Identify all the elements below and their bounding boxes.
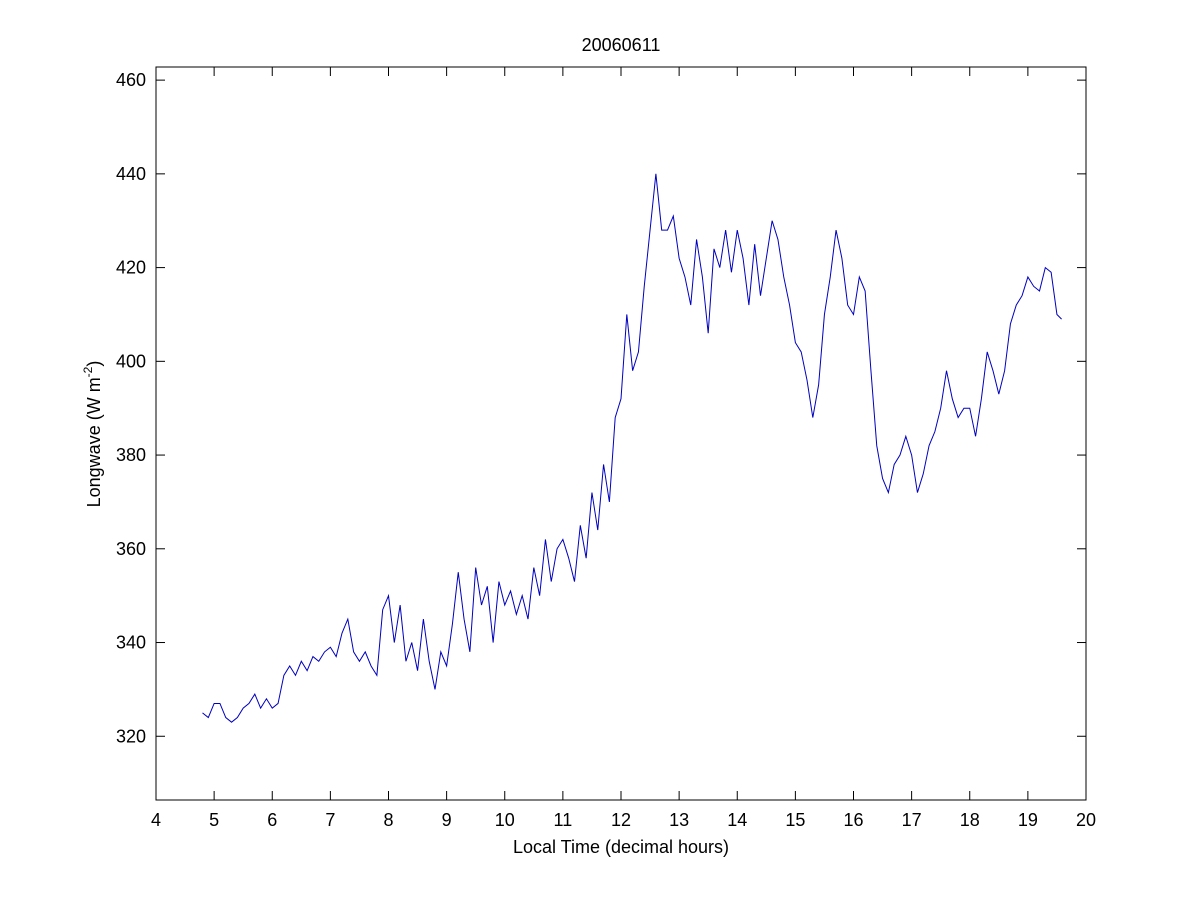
y-label-superscript: -2 xyxy=(81,366,95,377)
x-tick-label: 8 xyxy=(383,810,393,830)
x-tick-label: 13 xyxy=(669,810,689,830)
x-tick-label: 14 xyxy=(727,810,747,830)
x-axis-label: Local Time (decimal hours) xyxy=(513,837,729,857)
x-tick-label: 20 xyxy=(1076,810,1096,830)
plot-area xyxy=(155,66,1087,801)
x-tick-label: 19 xyxy=(1018,810,1038,830)
x-tick-label: 10 xyxy=(495,810,515,830)
y-tick-label: 380 xyxy=(116,445,146,465)
x-tick-label: 9 xyxy=(442,810,452,830)
x-tick-label: 16 xyxy=(843,810,863,830)
chart-title: 20060611 xyxy=(582,35,661,55)
x-tick-label: 12 xyxy=(611,810,631,830)
y-axis-label: Longwave (W m-2) xyxy=(81,361,104,508)
x-tick-label: 4 xyxy=(151,810,161,830)
data-line xyxy=(202,173,1062,723)
y-tick-label: 320 xyxy=(116,726,146,746)
y-label-suffix: ) xyxy=(84,361,104,367)
x-tick-label: 6 xyxy=(267,810,277,830)
y-tick-label: 340 xyxy=(116,633,146,653)
y-label-text: Longwave (W m xyxy=(84,377,104,507)
y-tick-label: 360 xyxy=(116,539,146,559)
y-tick-label: 400 xyxy=(116,351,146,371)
x-tick-label: 5 xyxy=(209,810,219,830)
y-tick-label: 420 xyxy=(116,258,146,278)
x-tick-label: 18 xyxy=(960,810,980,830)
x-tick-label: 11 xyxy=(554,810,573,830)
x-tick-label: 15 xyxy=(785,810,805,830)
x-tick-label: 7 xyxy=(325,810,335,830)
y-tick-label: 440 xyxy=(116,164,146,184)
y-tick-label: 460 xyxy=(116,70,146,90)
x-tick-label: 17 xyxy=(902,810,922,830)
